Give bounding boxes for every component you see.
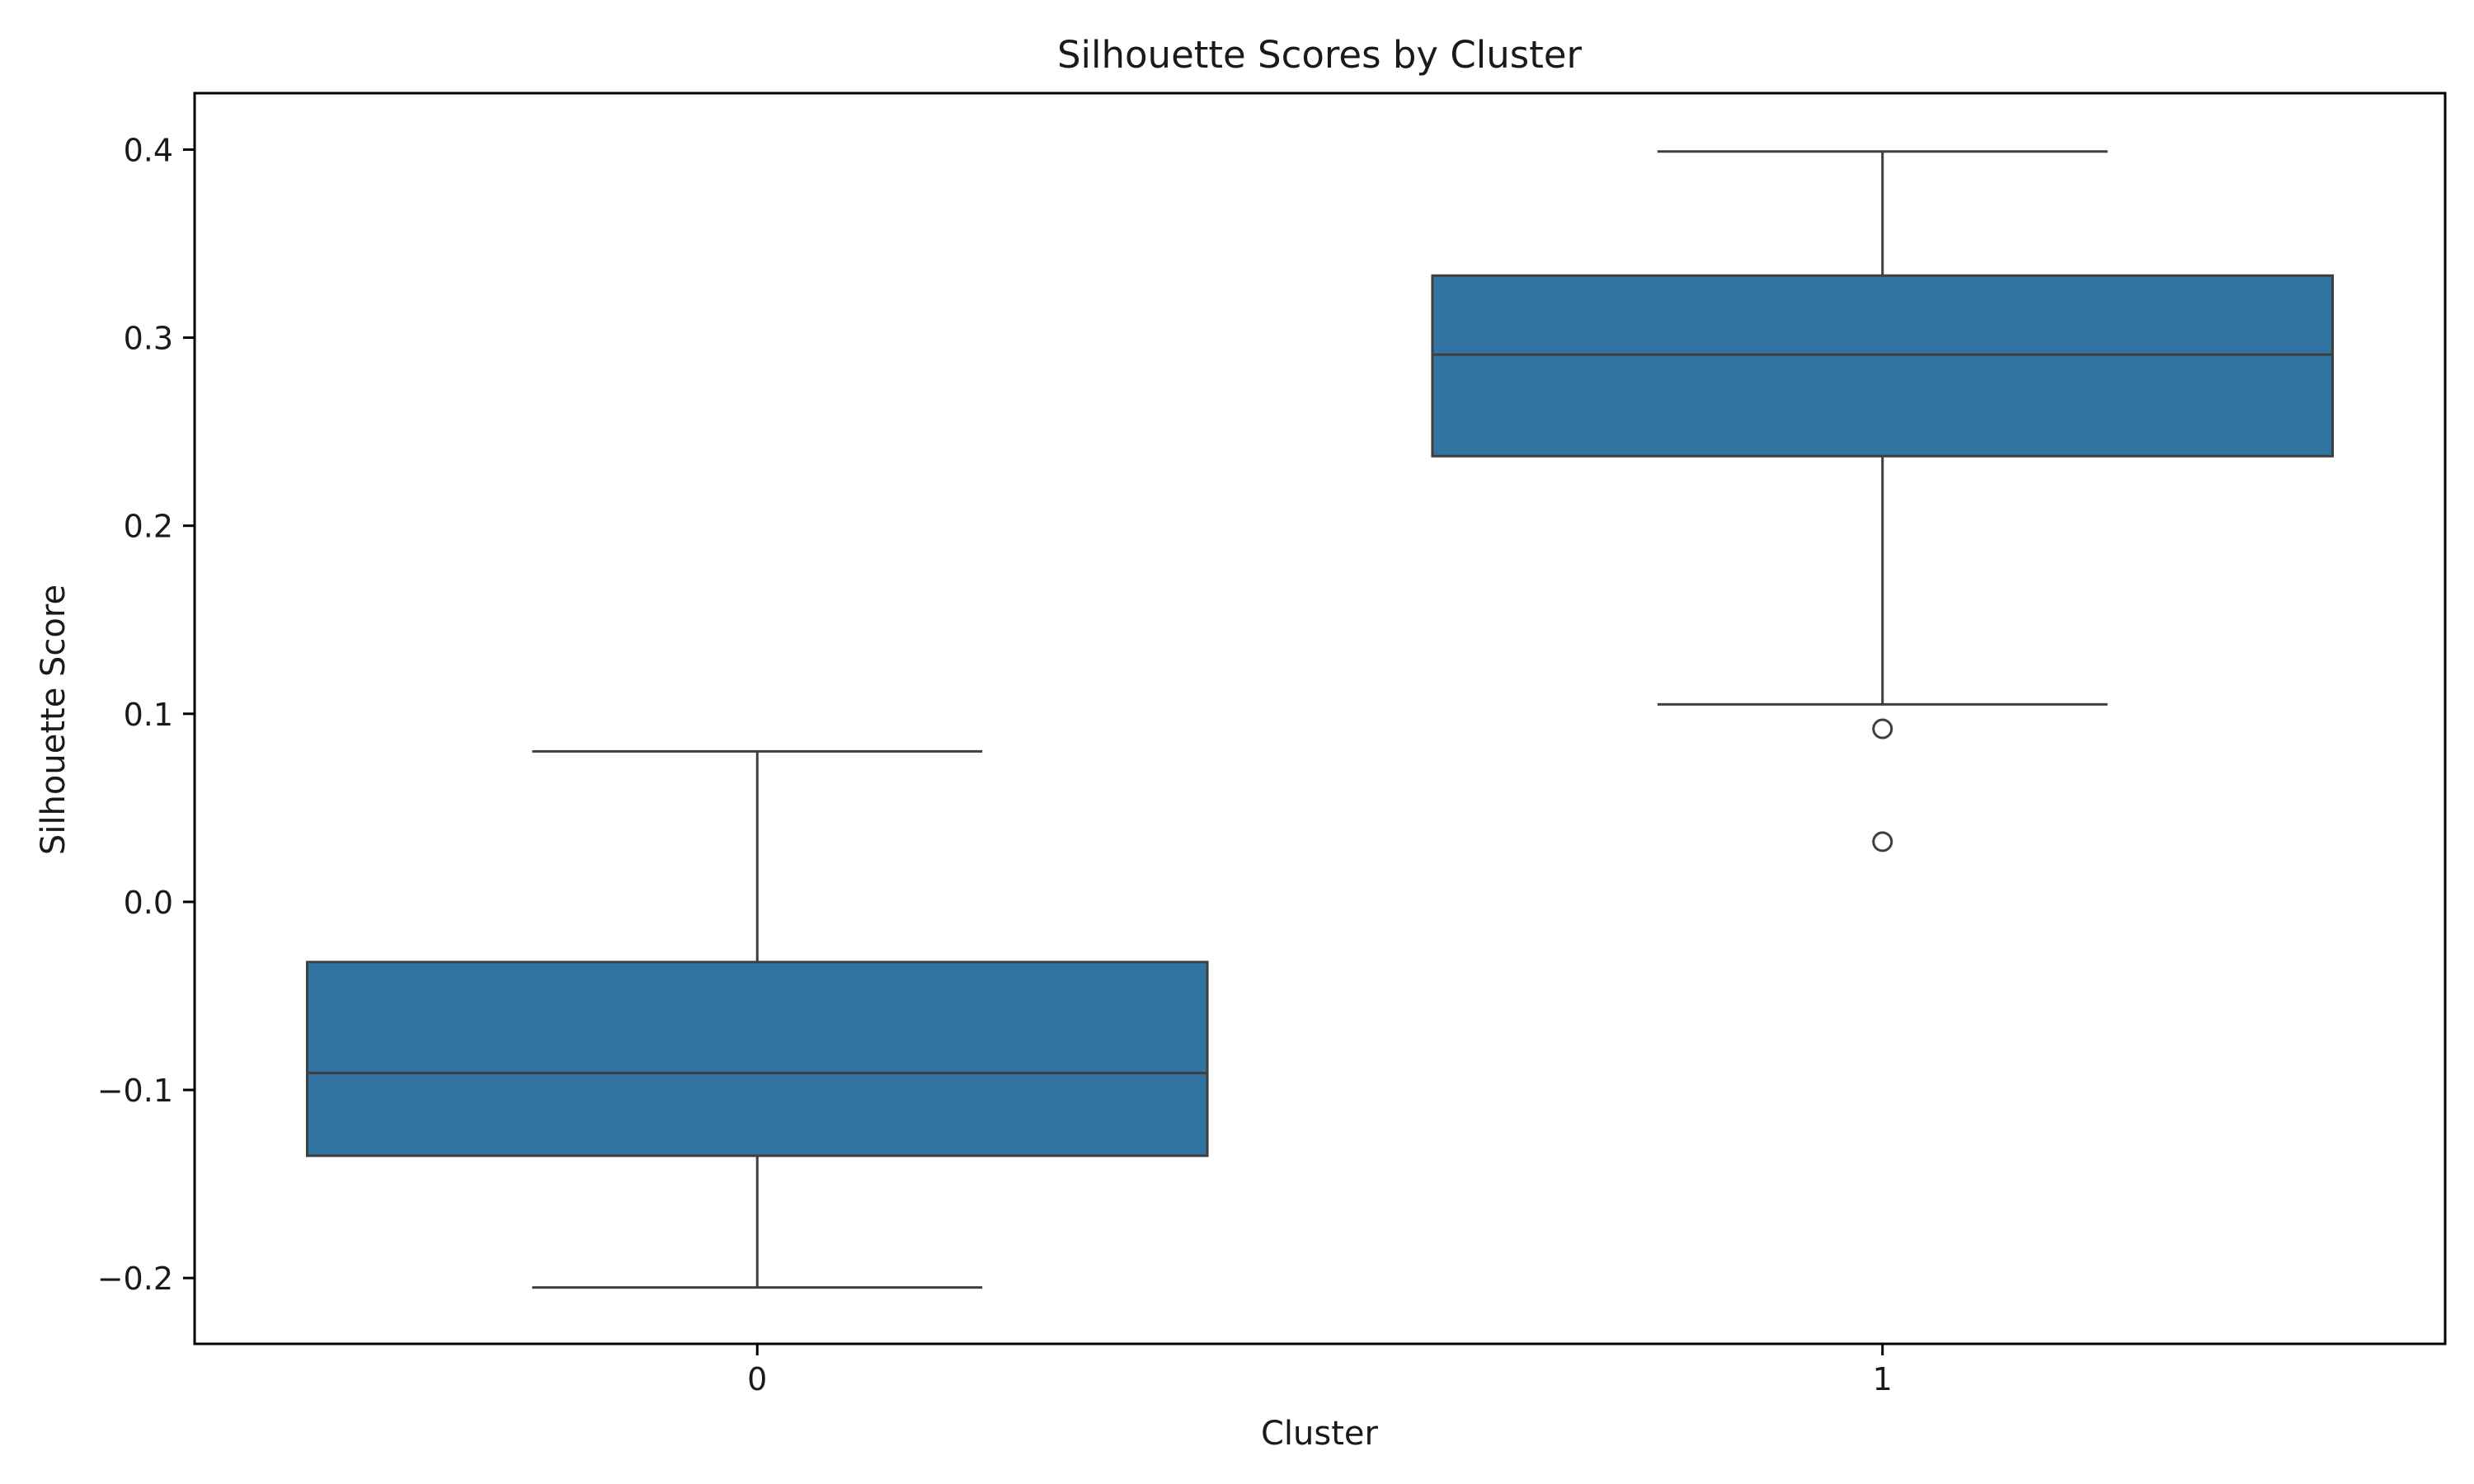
chart-title: Silhouette Scores by Cluster <box>1057 33 1583 77</box>
box-iqr <box>1431 274 2335 458</box>
y-tick-label: −0.2 <box>97 1261 173 1297</box>
outlier-point <box>1872 718 1893 740</box>
x-tick-label: 0 <box>747 1361 767 1397</box>
y-tick-label: 0.1 <box>124 697 173 733</box>
y-tick-label: 0.2 <box>124 509 173 545</box>
y-tick-label: −0.1 <box>97 1073 173 1109</box>
box-iqr <box>305 960 1209 1158</box>
y-tick-label: 0.4 <box>124 132 173 168</box>
x-tick-label: 1 <box>1873 1361 1893 1397</box>
plot-area: −0.2 −0.1 0.0 0.1 0.2 0.3 0.4 0 1 <box>97 132 2335 1397</box>
outlier-point <box>1872 831 1893 852</box>
y-axis-label: Silhouette Score <box>35 585 73 855</box>
axes-frame <box>193 92 2447 1345</box>
y-tick-label: 0.3 <box>124 321 173 357</box>
x-axis-label: Cluster <box>1261 1415 1379 1453</box>
y-tick-label: 0.0 <box>124 885 173 921</box>
